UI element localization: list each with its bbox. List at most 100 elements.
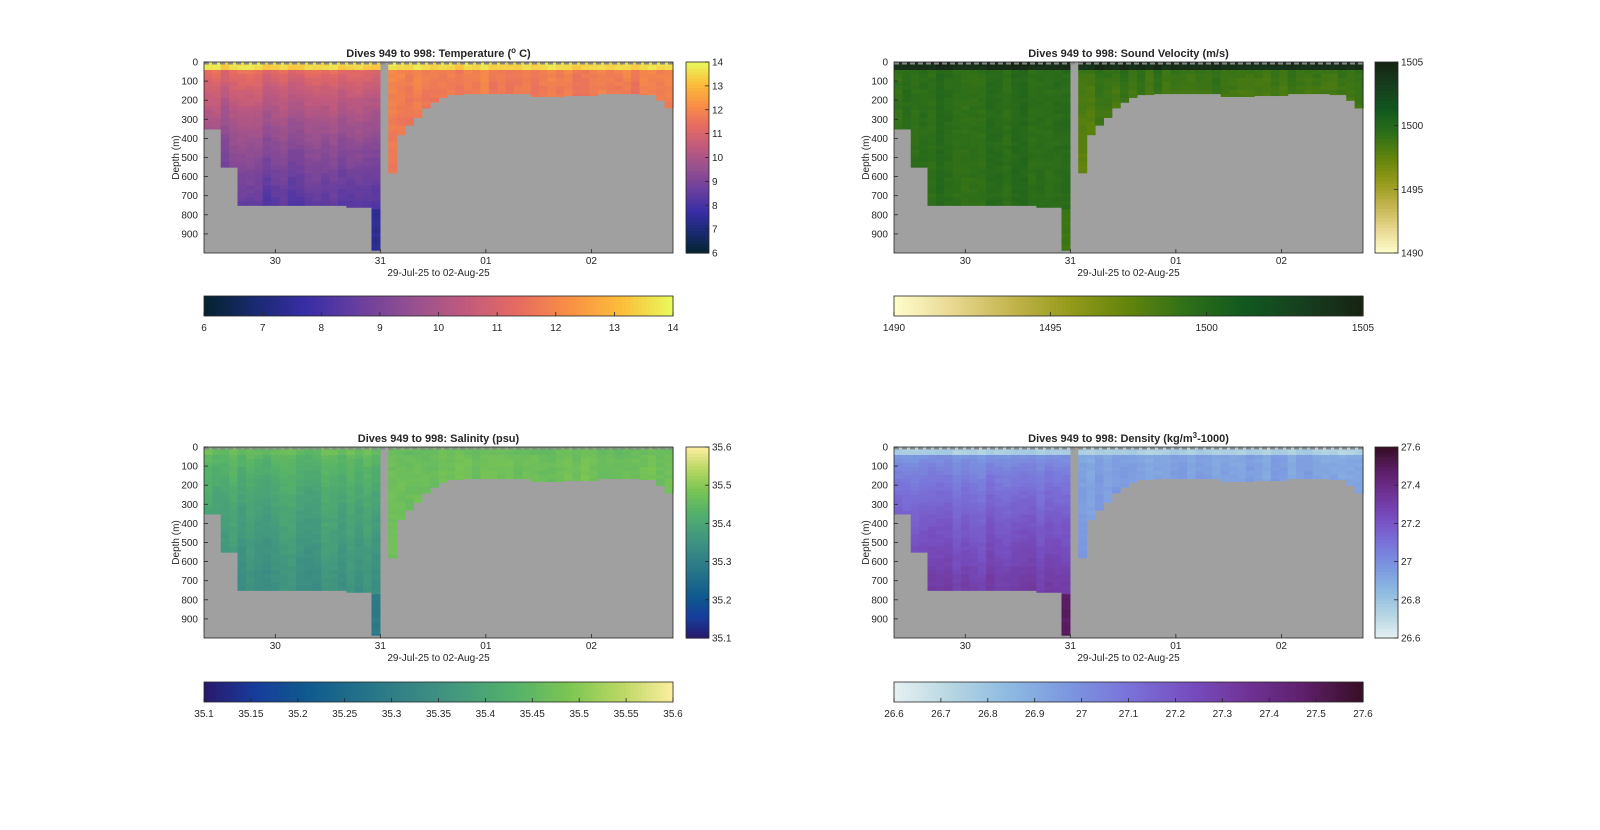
- heatmap-cell: [346, 161, 356, 167]
- heatmap-cell: [639, 62, 649, 67]
- heatmap-cell: [220, 165, 230, 168]
- heatmap-cell: [894, 458, 903, 464]
- heatmap-cell: [1354, 486, 1364, 492]
- heatmap-cell: [229, 137, 239, 143]
- colorbar-segment: [313, 682, 318, 702]
- heatmap-cell: [1028, 73, 1037, 79]
- heatmap-cell: [977, 177, 987, 182]
- heatmap-cell: [1061, 582, 1071, 587]
- heatmap-cell: [1321, 454, 1331, 460]
- heatmap-cell: [346, 522, 356, 528]
- heatmap-cell: [614, 69, 624, 75]
- heatmap-cell: [446, 93, 456, 96]
- heatmap-cell: [1019, 85, 1029, 91]
- colorbar-segment: [270, 682, 275, 702]
- colorbar-segment: [995, 296, 1001, 316]
- colorbar-segment: [1375, 141, 1398, 146]
- heatmap-cell: [580, 466, 590, 472]
- colorbar-segment: [1077, 296, 1083, 316]
- heatmap-cell: [969, 538, 979, 544]
- heatmap-cell: [212, 109, 222, 115]
- heatmap-cell: [363, 133, 373, 139]
- heatmap-cell: [986, 518, 996, 524]
- colorbar-segment: [450, 296, 455, 316]
- heatmap-cell: [1187, 85, 1197, 91]
- heatmap-cell: [1078, 93, 1088, 99]
- heatmap-cell: [894, 73, 903, 79]
- heatmap-cell: [346, 578, 356, 583]
- heatmap-cell: [405, 121, 414, 126]
- heatmap-cell: [237, 530, 247, 536]
- colorbar-segment: [536, 682, 541, 702]
- heatmap-cell: [262, 137, 272, 143]
- heatmap-cell: [919, 462, 929, 468]
- heatmap-cell: [944, 185, 954, 190]
- heatmap-cell: [935, 490, 945, 496]
- heatmap-cell: [1220, 466, 1230, 472]
- heatmap-cell: [329, 550, 339, 556]
- heatmap-cell: [497, 474, 507, 480]
- heatmap-cell: [287, 574, 297, 579]
- heatmap-cell: [961, 173, 970, 178]
- heatmap-cell: [354, 189, 364, 194]
- colorbar-segment: [1101, 296, 1106, 316]
- heatmap-cell: [977, 137, 987, 143]
- heatmap-cell: [1337, 89, 1347, 95]
- heatmap-cell: [1111, 93, 1121, 99]
- heatmap-cell: [994, 73, 1004, 79]
- heatmap-cell: [229, 530, 239, 536]
- heatmap-cell: [589, 89, 599, 95]
- heatmap-cell: [304, 474, 314, 480]
- heatmap-cell: [212, 486, 222, 492]
- colorbar-segment: [317, 296, 322, 316]
- heatmap-cell: [986, 185, 996, 190]
- colorbar-frame: [893, 295, 1364, 317]
- heatmap-cell: [1354, 454, 1364, 460]
- heatmap-cell: [1011, 101, 1021, 107]
- heatmap-cell: [1011, 81, 1021, 87]
- heatmap-cell: [279, 494, 289, 500]
- heatmap-cell: [656, 462, 666, 468]
- heatmap-cell: [271, 526, 280, 532]
- heatmap-cell: [944, 450, 954, 456]
- heatmap-cell: [245, 185, 255, 190]
- heatmap-cell: [1019, 185, 1029, 190]
- heatmap-cell: [1036, 65, 1046, 71]
- heatmap-cell: [321, 185, 331, 190]
- heatmap-cell: [1061, 506, 1071, 512]
- heatmap-cell: [1036, 570, 1046, 575]
- heatmap-cell: [321, 141, 331, 147]
- heatmap-cell: [1237, 450, 1247, 456]
- heatmap-cell: [245, 89, 255, 95]
- heatmap-cell: [910, 157, 920, 163]
- heatmap-cell: [363, 181, 373, 186]
- heatmap-cell: [354, 454, 364, 460]
- heatmap-cell: [1237, 89, 1247, 95]
- colorbar-segment: [686, 217, 709, 222]
- heatmap-cell: [304, 462, 314, 468]
- heatmap-cell: [363, 574, 373, 579]
- heatmap-cell: [329, 113, 339, 119]
- heatmap-cell: [1036, 470, 1046, 476]
- colorbar-segment: [243, 296, 248, 316]
- heatmap-cell: [1036, 129, 1046, 135]
- heatmap-cell: [329, 506, 339, 512]
- colorbar-segment: [686, 192, 709, 197]
- heatmap-cell: [1028, 450, 1037, 456]
- colorbar-segment: [344, 682, 350, 702]
- heatmap-cell: [977, 169, 987, 175]
- heatmap-cell: [977, 181, 987, 186]
- heatmap-cell: [944, 518, 954, 524]
- heatmap-cell: [1203, 462, 1213, 468]
- colorbar-tick-label: 1505: [1401, 58, 1424, 69]
- heatmap-cell: [237, 510, 247, 516]
- colorbar-segment: [1097, 296, 1102, 316]
- heatmap-cell: [287, 514, 297, 520]
- heatmap-cell: [1304, 454, 1314, 460]
- heatmap-cell: [664, 93, 674, 99]
- heatmap-cell: [346, 534, 356, 540]
- colorbar-segment: [434, 296, 440, 316]
- heatmap-cell: [986, 133, 996, 139]
- heatmap-cell: [1002, 93, 1012, 99]
- heatmap-cell: [296, 486, 306, 492]
